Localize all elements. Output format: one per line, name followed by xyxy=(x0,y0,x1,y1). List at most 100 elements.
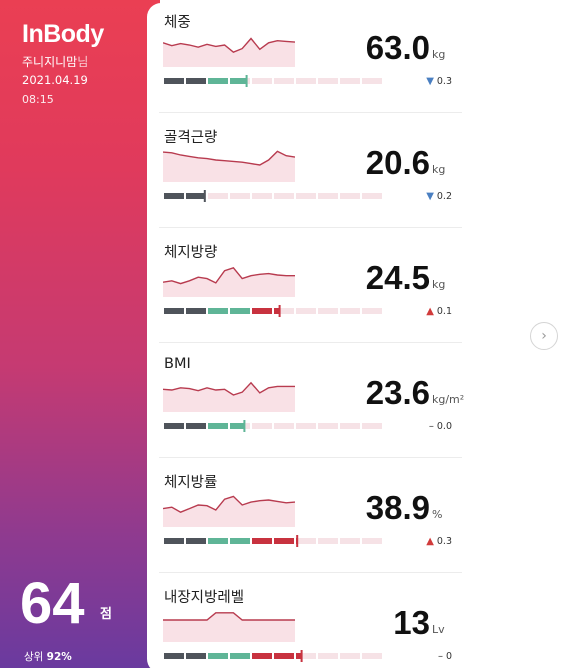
level-segment xyxy=(340,193,360,199)
metric-card[interactable]: 체지방률 38.9% ▲ 0.3 xyxy=(147,463,466,573)
metric-title: 체중 xyxy=(164,15,191,31)
level-segment xyxy=(186,308,206,314)
delta-value: 0.1 xyxy=(436,306,452,317)
level-bar xyxy=(164,420,382,432)
level-segment xyxy=(230,78,247,84)
divider xyxy=(159,227,462,228)
level-segment xyxy=(340,308,360,314)
level-segment xyxy=(208,308,228,314)
level-bar xyxy=(164,190,382,202)
trend-sparkline xyxy=(163,37,295,67)
level-segment xyxy=(208,193,228,199)
level-segment xyxy=(186,538,206,544)
metric-value: 13 xyxy=(393,604,430,641)
level-segment xyxy=(274,193,294,199)
level-segment xyxy=(362,193,382,199)
level-segment xyxy=(230,653,250,659)
metric-delta: –0 xyxy=(438,651,452,662)
metric-card[interactable]: 체중 63.0 kg ▼ 0.3 xyxy=(147,3,466,113)
delta-value: 0.3 xyxy=(436,76,452,87)
metric-value: 24.5 xyxy=(365,259,430,296)
level-segment xyxy=(296,423,316,429)
level-segment xyxy=(230,193,250,199)
trend-line xyxy=(163,612,295,621)
metric-unit: kg xyxy=(432,278,446,291)
level-segment xyxy=(230,308,250,314)
inbody-score: 64 xyxy=(20,571,85,636)
level-segment xyxy=(296,653,302,659)
trend-line xyxy=(163,150,295,166)
level-segment xyxy=(186,78,206,84)
metric-title: BMI xyxy=(164,356,191,372)
sidebar: InBody 주니지니맘님 2021.04.19 08:15 64 점 상위 9… xyxy=(0,0,160,668)
trend-sparkline xyxy=(163,266,295,297)
level-marker xyxy=(300,650,303,662)
level-segment xyxy=(340,538,360,544)
delta-value: 0.0 xyxy=(436,421,452,432)
trend-area xyxy=(163,267,295,297)
level-segment xyxy=(362,308,382,314)
trend-area xyxy=(163,151,295,182)
trend-area xyxy=(163,496,295,527)
metric-card[interactable]: BMI 23.6 kg/m² –0.0 xyxy=(147,348,466,458)
level-track xyxy=(246,78,250,84)
level-segment xyxy=(208,78,228,84)
up-arrow-icon: ▲ xyxy=(426,306,434,317)
metric-value: 20.6 xyxy=(365,144,430,181)
trend-area xyxy=(163,382,295,412)
level-segment xyxy=(208,423,228,429)
level-segment xyxy=(296,193,316,199)
metric-delta: ▲ 0.1 xyxy=(426,306,452,317)
level-segment xyxy=(252,308,272,314)
level-segment xyxy=(318,538,338,544)
metric-card[interactable]: 골격근량 20.6 kg ▼ 0.2 xyxy=(147,118,466,228)
level-segment xyxy=(274,653,294,659)
level-track xyxy=(244,423,250,429)
metric-delta: ▲ 0.3 xyxy=(426,536,452,547)
metric-delta: –0.0 xyxy=(429,421,452,432)
divider xyxy=(159,457,462,458)
next-page-button[interactable]: › xyxy=(530,322,558,350)
level-segment xyxy=(252,423,272,429)
user-honorific: 님 xyxy=(77,55,89,69)
level-segment xyxy=(318,423,338,429)
level-bar xyxy=(164,305,382,317)
level-marker xyxy=(278,305,281,317)
score-unit: 점 xyxy=(100,607,112,622)
metric-title: 체지방량 xyxy=(164,245,218,261)
level-segment xyxy=(208,653,228,659)
down-arrow-icon: ▼ xyxy=(426,76,434,87)
level-segment xyxy=(296,308,316,314)
metric-card[interactable]: 내장지방레벨 13 Lv –0 xyxy=(147,578,466,668)
delta-value: 0.2 xyxy=(436,191,452,202)
divider xyxy=(159,342,462,343)
level-segment xyxy=(318,653,338,659)
inbody-logo: InBody xyxy=(22,20,104,48)
metric-delta: ▼ 0.3 xyxy=(426,76,452,87)
level-segment xyxy=(318,193,338,199)
metric-unit: kg xyxy=(432,163,446,176)
level-segment xyxy=(164,538,184,544)
metric-value: 38.9 xyxy=(365,489,430,526)
rank-percentile: 상위 92% xyxy=(24,649,72,664)
level-segment xyxy=(164,653,184,659)
level-segment xyxy=(186,423,206,429)
level-segment xyxy=(252,193,272,199)
metric-value: 23.6 xyxy=(365,374,430,411)
trend-sparkline xyxy=(163,150,295,182)
metric-card[interactable]: 체지방량 24.5 kg ▲ 0.1 xyxy=(147,233,466,343)
trend-line xyxy=(163,495,295,513)
chevron-right-icon: › xyxy=(541,328,547,344)
trend-line xyxy=(163,37,295,54)
level-segment xyxy=(252,538,272,544)
metric-unit: % xyxy=(432,508,443,521)
level-segment xyxy=(340,423,360,429)
level-segment xyxy=(186,653,206,659)
level-segment xyxy=(164,423,184,429)
level-segment xyxy=(230,423,245,429)
level-marker xyxy=(296,535,299,547)
metric-title: 골격근량 xyxy=(164,130,218,146)
trend-line xyxy=(163,266,295,285)
up-arrow-icon: ▲ xyxy=(426,536,434,547)
level-bar xyxy=(164,650,382,662)
